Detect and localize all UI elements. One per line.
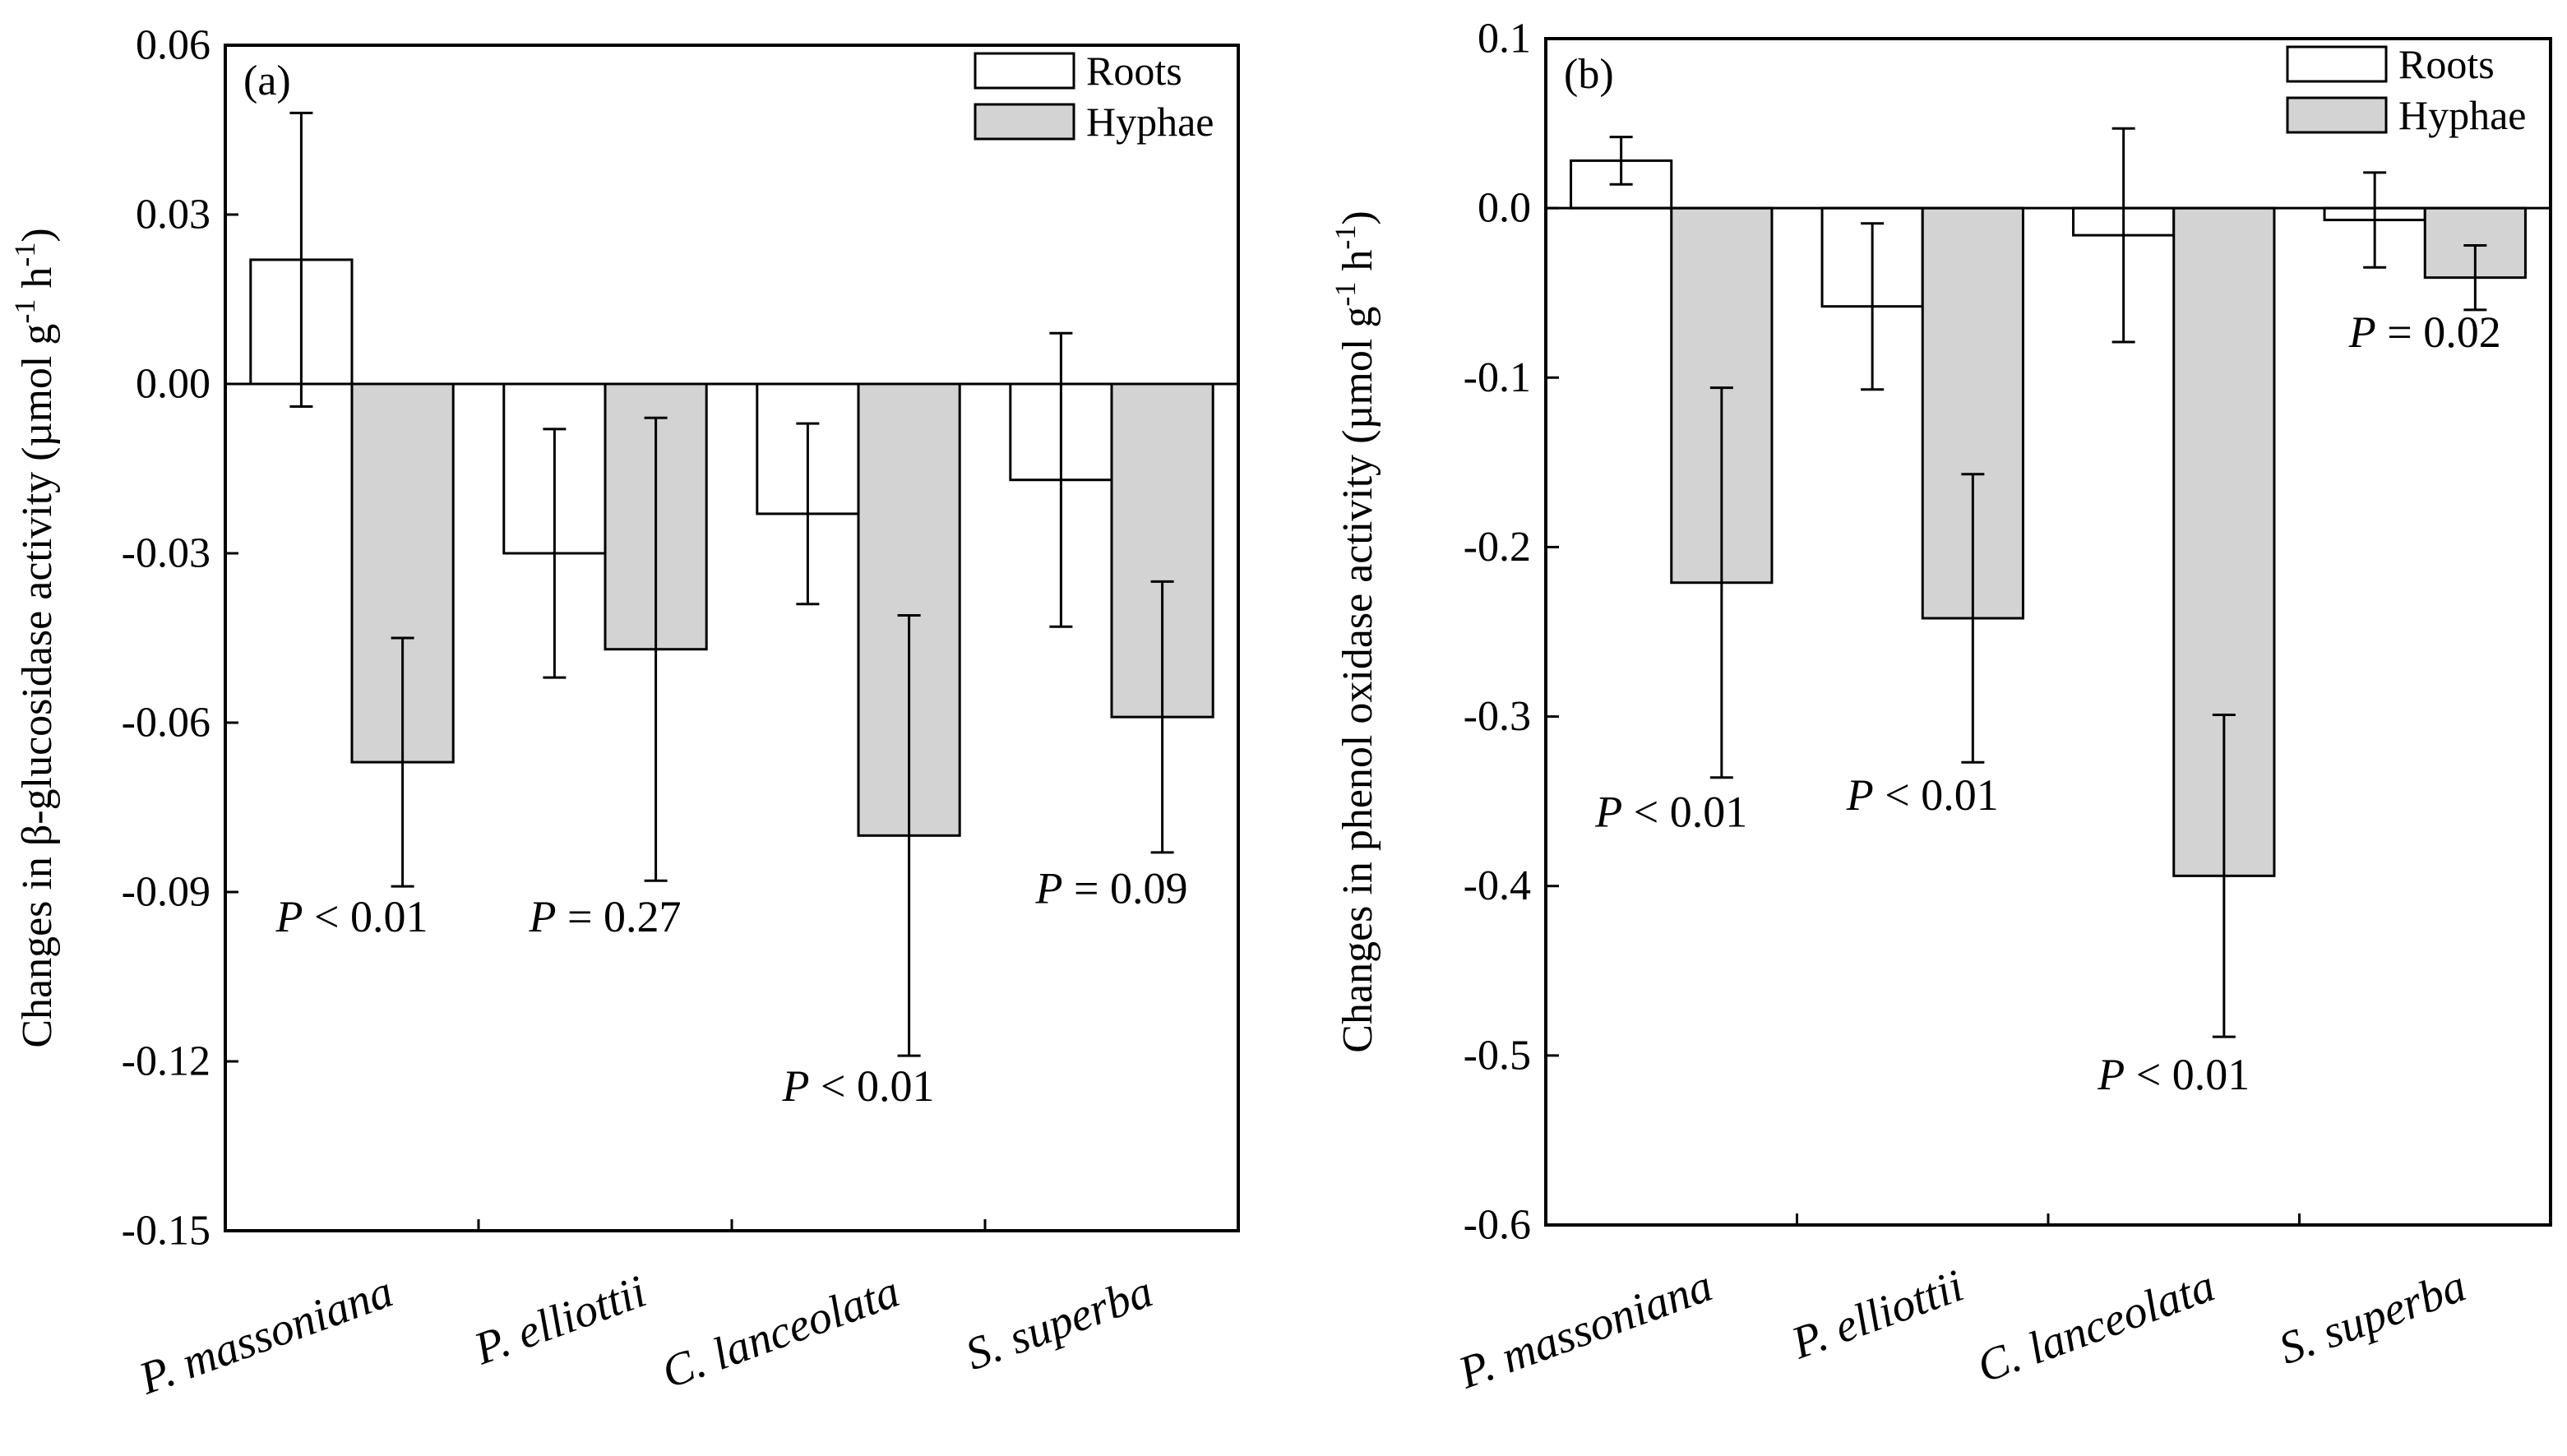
y-tick-label: 0.0 [1478, 185, 1531, 232]
y-tick-label: -0.03 [122, 530, 210, 577]
p-value-symbol: P [1846, 770, 1874, 820]
chart-panel-b: 0.1 0.0 -0.1 -0.2 -0.3 -0.4 -0.5 -0.6 P. massoni… [1329, 16, 2552, 1399]
y-tick-label: -0.12 [122, 1038, 210, 1085]
y-axis-title-part: Changes in β-glucosidase activity (µmol … [14, 324, 61, 1048]
p-value-symbol: P [1594, 788, 1622, 837]
panel-label: (b) [1564, 51, 1614, 98]
y-tick-label: -0.06 [122, 700, 210, 746]
legend-label-roots: Roots [2398, 41, 2495, 87]
p-value-text: < 0.01 [810, 1061, 935, 1111]
x-category-label: C. lanceolata [1971, 1260, 2222, 1393]
legend-label-hyphae: Hyphae [1086, 99, 1214, 145]
p-value-symbol: P [529, 892, 557, 941]
p-value-annotation: P < 0.01 [1846, 770, 1999, 820]
p-value-annotation: P = 0.09 [1035, 864, 1188, 913]
p-value-annotation: P < 0.01 [782, 1061, 935, 1111]
x-category-label: P. elliottii [1784, 1260, 1970, 1370]
y-axis-title-part: -1 [8, 299, 41, 324]
panel-label: (a) [243, 58, 291, 104]
x-category-label: P. elliottii [467, 1266, 653, 1375]
y-axis-title-part: Changes in phenol oxidase activity (µmol… [1334, 307, 1381, 1053]
p-value-text: < 0.01 [303, 892, 428, 941]
legend-swatch-roots [974, 52, 1075, 90]
x-category-label: P. massoniana [132, 1266, 400, 1405]
legend-swatch-roots [2286, 45, 2388, 83]
y-tick-label: -0.15 [122, 1208, 210, 1255]
p-value-text: < 0.01 [1874, 770, 1999, 820]
p-value-symbol: P [2348, 307, 2376, 357]
y-axis-title-part: h [14, 267, 61, 299]
legend-label-hyphae: Hyphae [2398, 92, 2527, 138]
legend-swatch-hyphae [2286, 96, 2388, 134]
p-value-annotation: P < 0.01 [1594, 788, 1747, 837]
p-value-annotation: P = 0.27 [529, 892, 682, 941]
y-tick-label: 0.03 [136, 192, 210, 238]
y-axis-title-part: ) [14, 228, 61, 242]
p-value-text: < 0.01 [1622, 788, 1747, 837]
y-tick-label: -0.09 [122, 869, 210, 916]
y-tick-label: -0.6 [1464, 1202, 1531, 1249]
p-value-text: < 0.01 [2125, 1050, 2250, 1099]
y-tick-label: -0.5 [1464, 1032, 1531, 1079]
p-value-symbol: P [275, 892, 303, 941]
y-tick-label: -0.3 [1464, 693, 1531, 740]
y-axis-title-part: -1 [1329, 225, 1362, 250]
p-value-symbol: P [782, 1061, 810, 1111]
p-value-annotation: P < 0.01 [2097, 1050, 2250, 1099]
y-tick-label: -0.2 [1464, 524, 1531, 571]
p-value-text: = 0.09 [1063, 864, 1188, 913]
y-tick-label: 0.06 [136, 22, 210, 69]
y-axis-title-part: -1 [1329, 282, 1362, 307]
y-axis-title: Changes in phenol oxidase activity (µmol… [1329, 210, 1381, 1052]
y-tick-label: -0.1 [1464, 354, 1531, 401]
p-value-text: = 0.27 [557, 892, 682, 941]
y-axis-title: Changes in β-glucosidase activity (µmol … [8, 228, 61, 1047]
y-axis-title-part: ) [1334, 210, 1381, 224]
p-value-annotation: P < 0.01 [275, 892, 428, 941]
legend-swatch-hyphae [974, 103, 1075, 141]
p-value-symbol: P [2097, 1050, 2125, 1099]
x-category-label: S. superba [959, 1266, 1159, 1380]
x-category-label: S. superba [2273, 1260, 2472, 1375]
p-value-annotation: P = 0.02 [2348, 307, 2501, 357]
y-tick-label: 0.1 [1478, 16, 1531, 62]
y-axis-title-part: h [1334, 250, 1381, 282]
p-value-symbol: P [1035, 864, 1063, 913]
y-tick-label: -0.4 [1464, 862, 1531, 909]
y-tick-label: 0.00 [136, 361, 210, 408]
legend-label-roots: Roots [1086, 48, 1182, 94]
p-value-text: = 0.02 [2376, 307, 2501, 357]
x-category-label: P. massoniana [1451, 1260, 1718, 1399]
x-category-label: C. lanceolata [655, 1266, 906, 1398]
y-axis-title-part: -1 [8, 243, 41, 267]
chart-panel-a: 0.06 0.03 0.00 -0.03 -0.06 -0.09 -0.12 -0.15 P. … [8, 22, 1240, 1405]
